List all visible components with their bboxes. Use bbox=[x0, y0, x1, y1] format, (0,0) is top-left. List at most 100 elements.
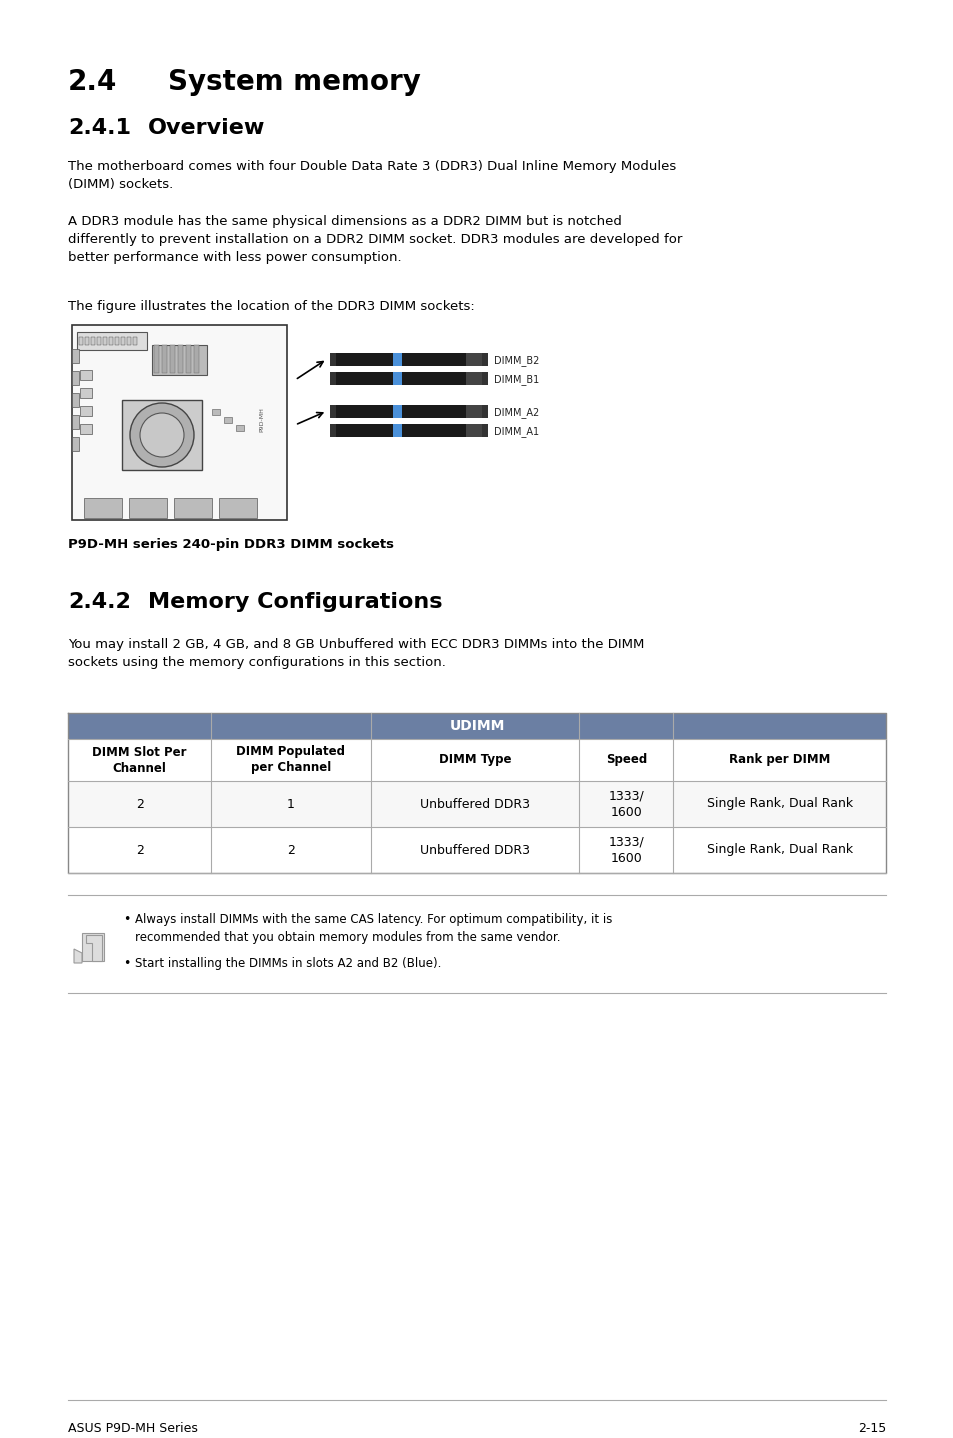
Bar bbox=[80, 388, 91, 398]
Bar bbox=[109, 336, 112, 345]
Text: Memory Configurations: Memory Configurations bbox=[148, 592, 442, 613]
Bar bbox=[71, 371, 79, 385]
Polygon shape bbox=[86, 935, 102, 961]
Bar bbox=[68, 739, 885, 781]
Bar bbox=[97, 336, 101, 345]
Text: 2-15: 2-15 bbox=[857, 1422, 885, 1435]
Text: The figure illustrates the location of the DDR3 DIMM sockets:: The figure illustrates the location of t… bbox=[68, 301, 475, 313]
Bar bbox=[80, 406, 91, 416]
Text: You may install 2 GB, 4 GB, and 8 GB Unbuffered with ECC DDR3 DIMMs into the DIM: You may install 2 GB, 4 GB, and 8 GB Unb… bbox=[68, 638, 643, 669]
Circle shape bbox=[140, 413, 184, 457]
Bar bbox=[330, 372, 335, 385]
Bar bbox=[115, 336, 119, 345]
Bar bbox=[80, 370, 91, 380]
Bar bbox=[85, 336, 89, 345]
Text: DIMM_B1: DIMM_B1 bbox=[494, 374, 538, 385]
Bar bbox=[481, 352, 488, 367]
Text: Unbuffered DDR3: Unbuffered DDR3 bbox=[419, 844, 530, 857]
Text: The motherboard comes with four Double Data Rate 3 (DDR3) Dual Inline Memory Mod: The motherboard comes with four Double D… bbox=[68, 160, 676, 191]
Bar bbox=[68, 827, 885, 873]
Bar bbox=[481, 424, 488, 437]
Bar bbox=[132, 336, 137, 345]
Bar bbox=[330, 352, 335, 367]
Text: 2.4.1: 2.4.1 bbox=[68, 118, 131, 138]
Bar bbox=[129, 498, 167, 518]
Text: System memory: System memory bbox=[168, 68, 420, 96]
Bar bbox=[465, 424, 481, 437]
Bar bbox=[330, 424, 335, 437]
Text: 2: 2 bbox=[135, 844, 143, 857]
Bar bbox=[173, 498, 212, 518]
Bar bbox=[82, 933, 104, 961]
Bar bbox=[79, 336, 83, 345]
Bar bbox=[235, 426, 244, 431]
Text: 1: 1 bbox=[287, 798, 294, 811]
Bar bbox=[481, 406, 488, 418]
Text: Always install DIMMs with the same CAS latency. For optimum compatibility, it is: Always install DIMMs with the same CAS l… bbox=[135, 913, 612, 943]
Text: DIMM Type: DIMM Type bbox=[438, 754, 511, 766]
Bar bbox=[186, 345, 191, 372]
Bar bbox=[91, 336, 95, 345]
Bar bbox=[153, 345, 159, 372]
Bar bbox=[330, 372, 488, 385]
Text: 2: 2 bbox=[135, 798, 143, 811]
Text: DIMM_A1: DIMM_A1 bbox=[494, 426, 538, 437]
Text: Unbuffered DDR3: Unbuffered DDR3 bbox=[419, 798, 530, 811]
Bar bbox=[330, 424, 488, 437]
Text: Single Rank, Dual Rank: Single Rank, Dual Rank bbox=[706, 798, 852, 811]
Bar bbox=[224, 417, 232, 423]
Text: DIMM_B2: DIMM_B2 bbox=[494, 355, 538, 365]
Bar bbox=[465, 372, 481, 385]
Text: •: • bbox=[123, 913, 131, 926]
Text: Start installing the DIMMs in slots A2 and B2 (Blue).: Start installing the DIMMs in slots A2 a… bbox=[135, 958, 441, 971]
Bar bbox=[170, 345, 174, 372]
Bar bbox=[77, 332, 147, 349]
Bar bbox=[71, 325, 287, 521]
Text: 2: 2 bbox=[287, 844, 294, 857]
Bar bbox=[330, 352, 488, 367]
Text: Speed: Speed bbox=[605, 754, 646, 766]
Bar bbox=[71, 393, 79, 407]
Bar bbox=[178, 345, 183, 372]
Bar bbox=[152, 345, 207, 375]
Bar bbox=[330, 406, 335, 418]
Bar bbox=[481, 372, 488, 385]
Text: P9D-MH series 240-pin DDR3 DIMM sockets: P9D-MH series 240-pin DDR3 DIMM sockets bbox=[68, 538, 394, 551]
Bar bbox=[393, 424, 402, 437]
Text: 1333/
1600: 1333/ 1600 bbox=[608, 835, 643, 864]
Text: •: • bbox=[123, 958, 131, 971]
Circle shape bbox=[130, 403, 193, 467]
Bar bbox=[68, 713, 885, 739]
Bar bbox=[219, 498, 256, 518]
Text: 1333/
1600: 1333/ 1600 bbox=[608, 789, 643, 818]
Bar bbox=[465, 352, 481, 367]
Text: 2.4.2: 2.4.2 bbox=[68, 592, 131, 613]
Text: Overview: Overview bbox=[148, 118, 265, 138]
Bar bbox=[393, 352, 402, 367]
Bar bbox=[212, 408, 220, 416]
Text: ASUS P9D-MH Series: ASUS P9D-MH Series bbox=[68, 1422, 197, 1435]
Text: 2.4: 2.4 bbox=[68, 68, 117, 96]
Bar bbox=[80, 424, 91, 434]
Text: DIMM Populated
per Channel: DIMM Populated per Channel bbox=[236, 745, 345, 775]
Bar bbox=[71, 437, 79, 452]
Text: Rank per DIMM: Rank per DIMM bbox=[728, 754, 829, 766]
Bar bbox=[330, 406, 488, 418]
Bar bbox=[162, 345, 167, 372]
Text: P9D-MH: P9D-MH bbox=[259, 407, 264, 433]
Bar bbox=[71, 416, 79, 429]
Bar bbox=[127, 336, 131, 345]
Polygon shape bbox=[74, 949, 82, 963]
Bar bbox=[465, 406, 481, 418]
Bar bbox=[84, 498, 122, 518]
Text: DIMM Slot Per
Channel: DIMM Slot Per Channel bbox=[92, 745, 187, 775]
Bar bbox=[393, 406, 402, 418]
Bar bbox=[103, 336, 107, 345]
Bar bbox=[71, 349, 79, 362]
Bar bbox=[68, 781, 885, 827]
Bar bbox=[122, 400, 202, 470]
Bar bbox=[193, 345, 199, 372]
Bar bbox=[393, 372, 402, 385]
Bar bbox=[121, 336, 125, 345]
Text: Single Rank, Dual Rank: Single Rank, Dual Rank bbox=[706, 844, 852, 857]
